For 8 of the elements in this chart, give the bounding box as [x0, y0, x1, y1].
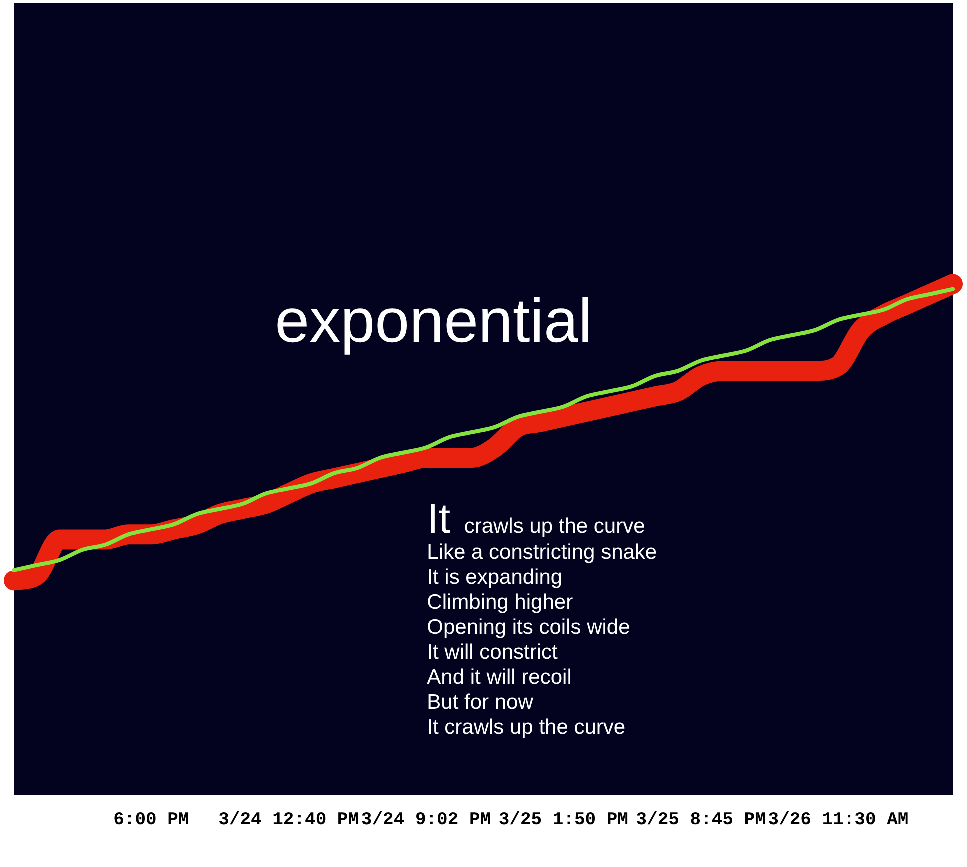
text: It crawls up the curve Like a constricting snake It is expanding Climbing higher Opening its coils wide It will constrict And it will recoil But for now It crawls up the curve — [427, 495, 658, 740]
x-tick-label: 3/24 9:02 PM — [361, 810, 492, 831]
x-tick-label: 6:00 PM — [114, 810, 190, 831]
x-tick-label: 3/26 11:30 AM — [768, 810, 909, 831]
x-tick-label: 3/25 8:45 PM — [636, 810, 766, 831]
chart-title: exponential — [275, 286, 592, 357]
x-tick-label: 3/25 1:50 PM — [498, 810, 628, 831]
x-tick-label: 3/24 12:40 PM — [218, 810, 360, 831]
